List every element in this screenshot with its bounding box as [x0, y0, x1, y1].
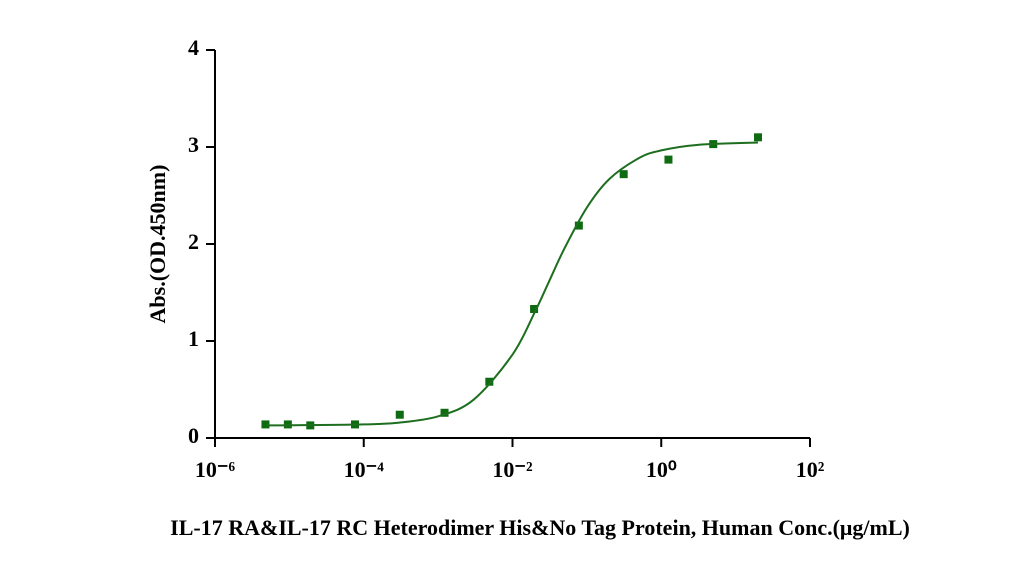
data-point — [754, 133, 763, 142]
y-tick-label: 3 — [188, 132, 199, 157]
x-axis-label: IL-17 RA&IL-17 RC Heterodimer His&No Tag… — [170, 515, 910, 540]
data-point — [440, 408, 449, 417]
data-point — [574, 221, 583, 230]
data-point — [485, 377, 494, 386]
y-tick-label: 4 — [188, 35, 199, 60]
x-tick-label: 10⁻⁶ — [195, 457, 236, 482]
y-axis-label: Abs.(OD.450nm) — [145, 165, 170, 324]
fit-curve — [266, 141, 759, 427]
y-tick-label: 0 — [188, 423, 199, 448]
data-point — [664, 155, 673, 164]
x-tick-label: 10² — [796, 457, 825, 482]
data-point — [261, 420, 270, 429]
y-tick-label: 2 — [188, 229, 199, 254]
data-point — [395, 410, 404, 419]
y-tick-label: 1 — [188, 326, 199, 351]
x-tick-label: 10⁻⁴ — [344, 457, 385, 482]
x-tick-label: 10⁰ — [646, 457, 677, 482]
data-point — [530, 304, 539, 313]
x-tick-label: 10⁻² — [492, 457, 533, 482]
data-point — [619, 170, 628, 179]
